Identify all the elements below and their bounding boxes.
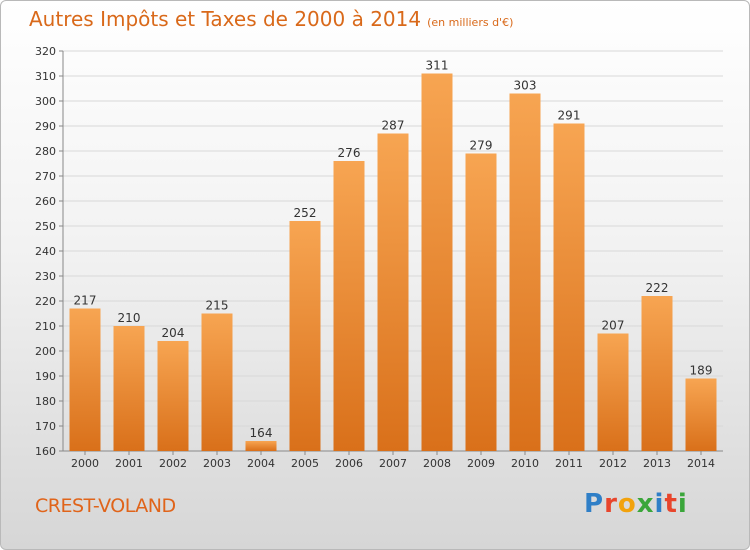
bar-2000 [69, 308, 101, 451]
bar-2003 [201, 313, 233, 451]
y-tick-label: 310 [35, 70, 56, 83]
data-label-2004: 164 [250, 426, 273, 440]
y-tick-label: 200 [35, 345, 56, 358]
bar-2002 [157, 341, 189, 451]
data-label-2009: 279 [470, 139, 493, 153]
y-tick-label: 260 [35, 195, 56, 208]
x-tick-label-2009: 2009 [467, 457, 495, 470]
bar-2007 [377, 133, 409, 451]
bar-2005 [289, 221, 321, 451]
logo-letter: o [617, 489, 637, 519]
bar-2004 [245, 441, 277, 451]
logo-letter: i [654, 489, 665, 519]
x-tick-label-2001: 2001 [115, 457, 143, 470]
y-tick-label: 320 [35, 45, 56, 58]
bar-2001 [113, 326, 145, 451]
y-tick-label: 290 [35, 120, 56, 133]
x-tick-label-2003: 2003 [203, 457, 231, 470]
logo-letter: t [664, 489, 678, 519]
x-tick-label-2008: 2008 [423, 457, 451, 470]
bar-2010 [509, 93, 541, 451]
data-labels: 217 210 204 215 164 252 276 287 311 279 303 291 207 2… [74, 59, 713, 441]
y-tick-label: 250 [35, 220, 56, 233]
data-label-2002: 204 [162, 326, 185, 340]
y-tick-label: 270 [35, 170, 56, 183]
chart-unit: (en milliers d'€) [427, 16, 514, 29]
data-label-2005: 252 [294, 206, 317, 220]
data-label-2001: 210 [118, 311, 141, 325]
x-tick-label-2013: 2013 [643, 457, 671, 470]
data-label-2000: 217 [74, 294, 97, 308]
x-tick-label-2010: 2010 [511, 457, 539, 470]
x-tick-label-2004: 2004 [247, 457, 275, 470]
chart-title: Autres Impôts et Taxes de 2000 à 2014 (en… [29, 7, 513, 31]
data-label-2007: 287 [382, 119, 405, 133]
x-tick-label-2011: 2011 [555, 457, 583, 470]
logo-letter: r [604, 489, 618, 519]
bar-2012 [597, 333, 629, 451]
bar-2009 [465, 153, 497, 451]
y-tick-label: 220 [35, 295, 56, 308]
x-tick-label-2005: 2005 [291, 457, 319, 470]
logo-letter: i [677, 489, 688, 519]
data-label-2014: 189 [690, 364, 713, 378]
proxiti-logo[interactable]: Proxiti [584, 489, 688, 519]
x-tick-label-2006: 2006 [335, 457, 363, 470]
chart-title-text: Autres Impôts et Taxes de 2000 à 2014 [29, 7, 422, 31]
logo-letter: P [584, 489, 605, 519]
x-tick-label-2007: 2007 [379, 457, 407, 470]
bars [69, 73, 717, 451]
y-tick-label: 240 [35, 245, 56, 258]
x-tick-label-2000: 2000 [71, 457, 99, 470]
y-tick-label: 170 [35, 420, 56, 433]
y-tick-label: 190 [35, 370, 56, 383]
x-tick-label-2012: 2012 [599, 457, 627, 470]
x-tick-label-2014: 2014 [687, 457, 715, 470]
logo-letter: x [636, 489, 655, 519]
data-label-2013: 222 [646, 281, 669, 295]
x-tick-label-2002: 2002 [159, 457, 187, 470]
bar-2013 [641, 296, 673, 451]
x-axis: 2000 2001 2002 2003 2004 2005 2006 2007 2008 2009… [71, 451, 715, 470]
bar-2014 [685, 378, 717, 451]
bar-2006 [333, 161, 365, 451]
data-label-2006: 276 [338, 146, 361, 160]
y-tick-label: 210 [35, 320, 56, 333]
y-tick-label: 160 [35, 445, 56, 458]
y-tick-label: 230 [35, 270, 56, 283]
data-label-2003: 215 [206, 299, 229, 313]
data-label-2010: 303 [514, 79, 537, 93]
commune-name: CREST-VOLAND [35, 495, 176, 517]
data-label-2011: 291 [558, 109, 581, 123]
y-tick-label: 280 [35, 145, 56, 158]
bar-2008 [421, 73, 453, 451]
data-label-2012: 207 [602, 319, 625, 333]
y-tick-label: 300 [35, 95, 56, 108]
y-tick-label: 180 [35, 395, 56, 408]
data-label-2008: 311 [426, 59, 449, 73]
bar-2011 [553, 123, 585, 451]
